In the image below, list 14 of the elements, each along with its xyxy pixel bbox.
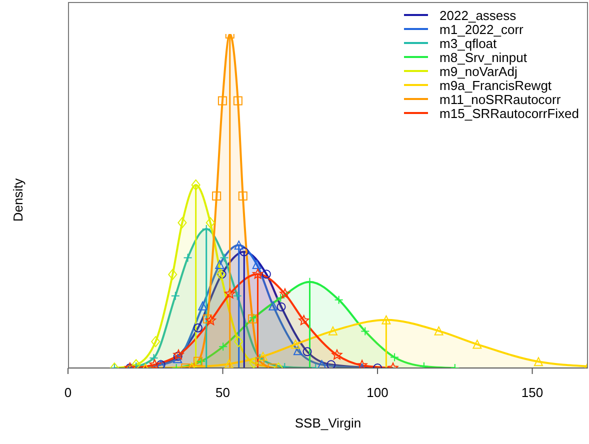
y-axis-title: Density (10, 178, 26, 222)
x-tick-label: 0 (64, 385, 72, 400)
legend-label: 2022_assess (440, 8, 516, 22)
x-axis-title: SSB_Virgin (294, 416, 362, 430)
legend-label: m9_noVarAdj (440, 64, 518, 78)
legend-label: m15_SRRautocorrFixed (440, 106, 579, 120)
x-tick-label: 100 (366, 385, 388, 400)
legend-label: m9a_FrancisRewgt (440, 78, 552, 92)
legend-label: m8_Srv_ninput (440, 50, 527, 64)
x-tick-label: 150 (521, 385, 544, 400)
legend-label: m3_qfloat (440, 36, 497, 50)
x-tick-label: 50 (216, 385, 230, 400)
legend-label: m11_noSRRautocorr (440, 92, 561, 106)
legend-label: m1_2022_corr (440, 22, 524, 36)
